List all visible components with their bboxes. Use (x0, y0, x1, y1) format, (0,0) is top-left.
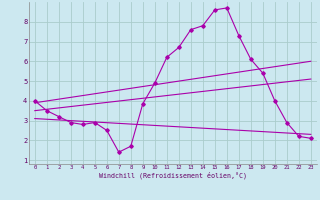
X-axis label: Windchill (Refroidissement éolien,°C): Windchill (Refroidissement éolien,°C) (99, 172, 247, 179)
